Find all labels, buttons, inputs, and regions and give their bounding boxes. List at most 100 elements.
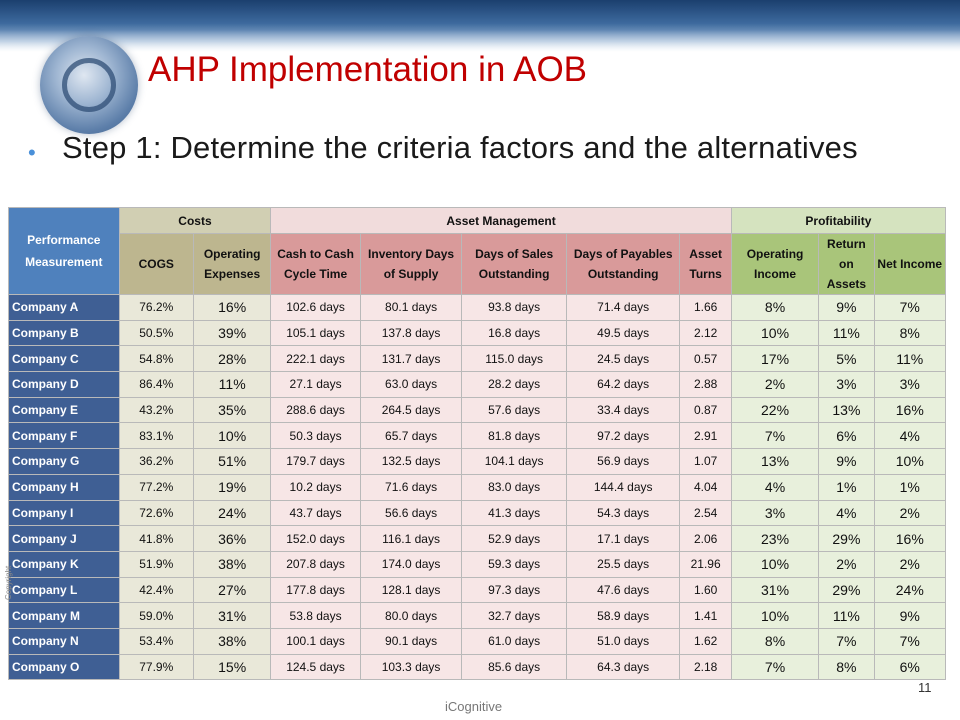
table-row: Company E 43.2% 35% 288.6 days 264.5 days 57.… [8, 396, 947, 424]
table-cell: 71.6 days [359, 473, 463, 501]
group-header-profitability: Profitability [730, 207, 947, 234]
company-name-cell: Company H [8, 473, 120, 501]
table-cell: 144.4 days [565, 473, 681, 501]
table-cell: 2% [873, 550, 947, 578]
table-cell: 222.1 days [270, 345, 361, 373]
table-cell: 43.7 days [270, 499, 361, 527]
table-row: Company H 77.2% 19% 10.2 days 71.6 days 83.0 … [8, 473, 947, 501]
table-cell: 33.4 days [565, 396, 681, 424]
table-cell: 38% [192, 550, 272, 578]
table-row: Company B 50.5% 39% 105.1 days 137.8 days 16.… [8, 319, 947, 347]
table-cell: 4% [818, 499, 875, 527]
table-cell: 131.7 days [359, 345, 463, 373]
table-cell: 11% [818, 602, 875, 629]
table-row: Company D 86.4% 11% 27.1 days 63.0 days 28.2 … [8, 371, 947, 398]
table-cell: 24% [873, 576, 947, 604]
table-row: Company F 83.1% 10% 50.3 days 65.7 days 81.8 … [8, 422, 947, 450]
table-cell: 11% [873, 345, 947, 373]
column-header: COGS [118, 233, 194, 295]
table-cell: 56.9 days [565, 448, 681, 475]
table-cell: 2% [730, 371, 820, 398]
table-cell: 28% [192, 345, 272, 373]
table-cell: 29% [818, 576, 875, 604]
table-cell: 97.2 days [565, 422, 681, 450]
table-cell: 51% [192, 448, 272, 475]
table-cell: 177.8 days [270, 576, 361, 604]
table-cell: 8% [873, 319, 947, 347]
table-cell: 31% [192, 602, 272, 629]
slide-title: AHP Implementation in AOB [148, 50, 588, 89]
table-cell: 80.0 days [359, 602, 463, 629]
table-cell: 4% [873, 422, 947, 450]
table-cell: 5% [818, 345, 875, 373]
table-cell: 2% [818, 550, 875, 578]
table-cell: 27% [192, 576, 272, 604]
table-cell: 10% [730, 602, 820, 629]
table-cell: 6% [818, 422, 875, 450]
table-cell: 59.3 days [461, 550, 567, 578]
column-header: Asset Turns [679, 233, 732, 295]
group-header-costs: Costs [118, 207, 272, 234]
company-name-cell: Company I [8, 499, 120, 527]
table-cell: 179.7 days [270, 448, 361, 475]
table-cell: 23% [730, 525, 820, 552]
table-cell: 53.4% [118, 627, 194, 655]
corner-header: Performance Measurement [8, 207, 120, 295]
table-cell: 103.3 days [359, 653, 463, 681]
company-name-cell: Company E [8, 396, 120, 424]
table-row: Company G 36.2% 51% 179.7 days 132.5 days 104… [8, 448, 947, 475]
company-name-cell: Company G [8, 448, 120, 475]
table-cell: 2.12 [679, 319, 732, 347]
table-cell: 3% [818, 371, 875, 398]
company-name-cell: Company D [8, 371, 120, 398]
table-cell: 7% [730, 422, 820, 450]
table-cell: 10.2 days [270, 473, 361, 501]
copyright-text: Copyright [4, 565, 13, 600]
table-row: Company A 76.2% 16% 102.6 days 80.1 days 93.8… [8, 294, 947, 321]
table-cell: 24.5 days [565, 345, 681, 373]
table-cell: 115.0 days [461, 345, 567, 373]
page-number: 11 [918, 680, 932, 695]
bullet-dot-icon: • [28, 140, 36, 165]
table-cell: 4% [730, 473, 820, 501]
table-cell: 17.1 days [565, 525, 681, 552]
table-row: Company C 54.8% 28% 222.1 days 131.7 days 115… [8, 345, 947, 373]
table-cell: 52.9 days [461, 525, 567, 552]
table-cell: 105.1 days [270, 319, 361, 347]
table-cell: 7% [730, 653, 820, 681]
table-cell: 9% [818, 294, 875, 321]
table-cell: 80.1 days [359, 294, 463, 321]
table-cell: 35% [192, 396, 272, 424]
table-cell: 17% [730, 345, 820, 373]
table-cell: 54.3 days [565, 499, 681, 527]
column-header: Operating Expenses [192, 233, 272, 295]
performance-table: Performance Measurement Costs Asset Mana… [8, 207, 947, 681]
table-cell: 19% [192, 473, 272, 501]
table-cell: 32.7 days [461, 602, 567, 629]
table-cell: 77.9% [118, 653, 194, 681]
table-cell: 1.66 [679, 294, 732, 321]
table-cell: 1.60 [679, 576, 732, 604]
table-row: Company O 77.9% 15% 124.5 days 103.3 days 85.… [8, 653, 947, 681]
table-cell: 16% [873, 525, 947, 552]
table-cell: 8% [730, 294, 820, 321]
table-cell: 2% [873, 499, 947, 527]
table-cell: 1.41 [679, 602, 732, 629]
table-cell: 2.91 [679, 422, 732, 450]
table-cell: 83.1% [118, 422, 194, 450]
table-cell: 1.07 [679, 448, 732, 475]
table-cell: 174.0 days [359, 550, 463, 578]
table-cell: 41.8% [118, 525, 194, 552]
table-cell: 13% [730, 448, 820, 475]
company-name-cell: Company L [8, 576, 120, 604]
table-cell: 7% [873, 294, 947, 321]
table-cell: 1% [873, 473, 947, 501]
table-cell: 11% [818, 319, 875, 347]
table-cell: 8% [730, 627, 820, 655]
table-cell: 1.62 [679, 627, 732, 655]
table-cell: 59.0% [118, 602, 194, 629]
table-cell: 81.8 days [461, 422, 567, 450]
table-cell: 4.04 [679, 473, 732, 501]
table-cell: 10% [730, 319, 820, 347]
table-cell: 264.5 days [359, 396, 463, 424]
